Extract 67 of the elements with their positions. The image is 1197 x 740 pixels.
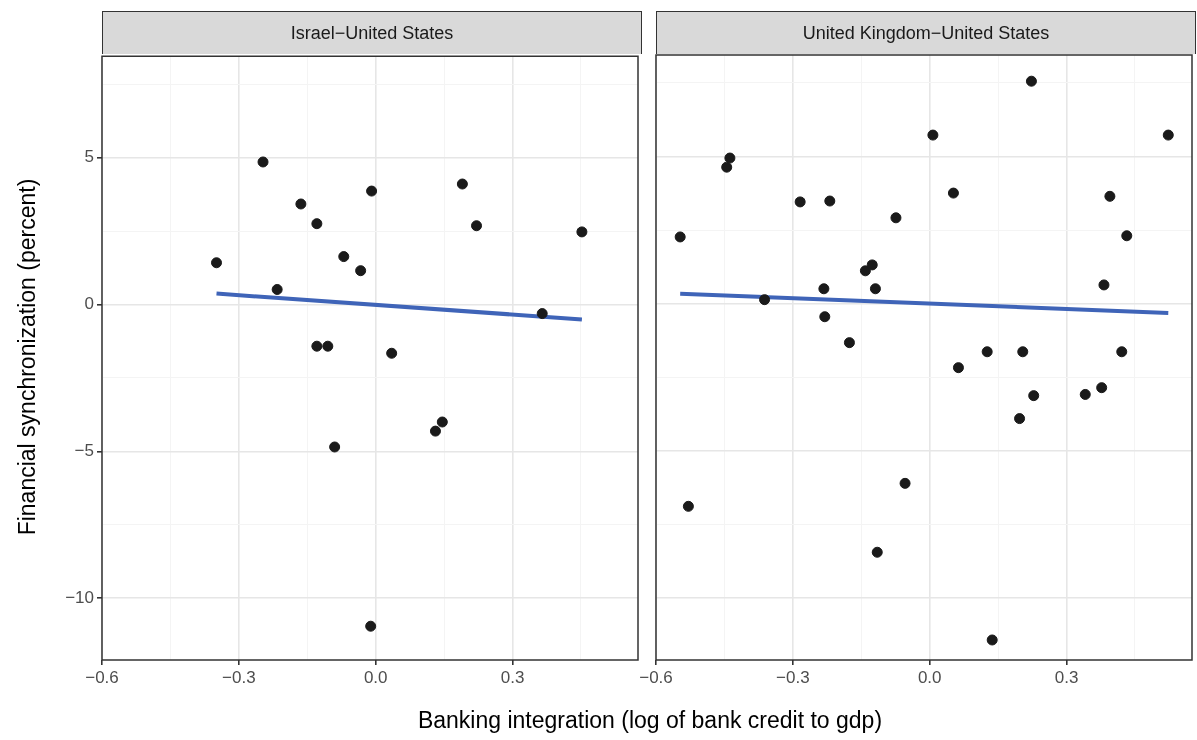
point [899,477,911,489]
point [311,340,323,352]
x-tick-label: 0.0 [917,667,942,687]
point [429,425,441,437]
point [311,218,323,230]
x-axis-title: Banking integration (log of bank credit to gdp) [417,706,883,734]
point [682,500,694,512]
point [869,283,881,295]
point [355,265,367,277]
point [386,347,398,359]
y-axis-title: Financial synchronization (percent) [13,178,41,536]
chart-title: United Kingdom−United States [656,11,1196,54]
x-tick-label: 0.3 [500,667,525,687]
point [1028,390,1040,402]
point [819,311,831,323]
point [365,620,377,632]
x-tick-label: −0.6 [85,667,119,687]
point [981,346,993,358]
x-tick-label: 0.3 [1054,667,1079,687]
point [295,198,307,210]
point [576,226,588,238]
point [1025,75,1037,87]
point [1017,346,1029,358]
point [322,340,334,352]
point [674,231,686,243]
point [366,185,378,197]
point [338,251,350,263]
point [211,257,222,269]
point [257,156,269,168]
x-tick-label: −0.6 [639,667,673,687]
point [794,196,806,208]
point [1014,413,1026,425]
point [1121,230,1133,242]
point [871,546,883,558]
point [724,152,736,164]
y-tick-label: 0 [84,294,94,314]
y-tick-label: 5 [84,147,94,167]
point [1162,129,1174,141]
point [952,362,964,374]
point [1098,279,1110,291]
point [818,283,830,295]
point [866,259,878,271]
point [456,178,468,190]
point [1096,382,1108,394]
point [824,195,836,207]
point [890,212,902,224]
point [927,129,939,141]
point [986,634,998,646]
y-tick-label: −10 [65,587,94,607]
point [329,441,341,453]
point [721,161,733,173]
point [471,220,483,232]
x-tick-label: −0.3 [222,667,256,687]
point [1104,190,1116,202]
point [536,308,548,320]
point [436,416,448,428]
point [843,337,855,349]
point [1116,346,1128,358]
x-tick-label: 0.0 [363,667,388,687]
x-tick-label: −0.3 [776,667,810,687]
point [759,294,771,306]
chart-title: Israel−United States [102,11,642,54]
point [947,187,959,199]
point [271,283,283,295]
y-tick-label: −5 [74,441,94,461]
point [1079,388,1091,400]
point [859,265,871,277]
